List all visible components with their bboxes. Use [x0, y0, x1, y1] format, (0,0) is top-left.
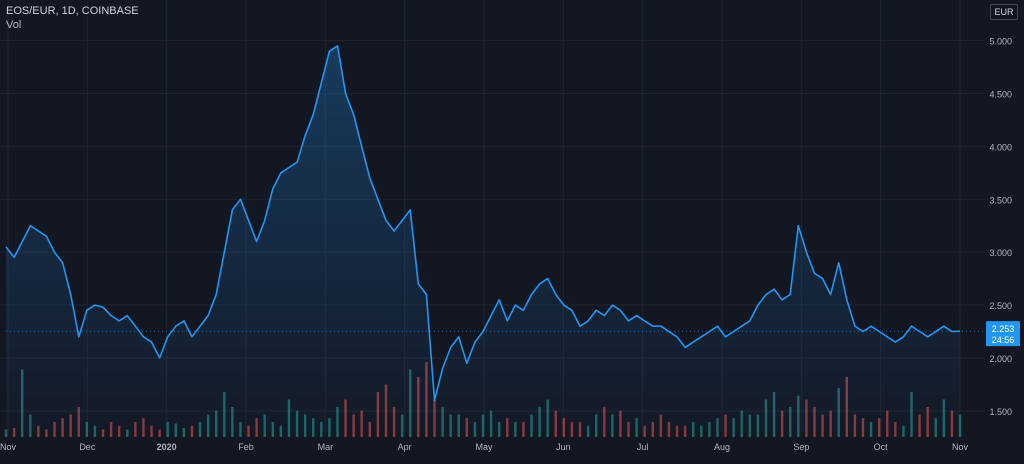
x-tick-label: Apr	[398, 442, 412, 452]
x-tick-label: Sep	[793, 442, 809, 452]
x-tick-label: 2020	[157, 442, 177, 452]
y-tick-label: 3.500	[989, 195, 1012, 205]
price-badge-value: 2.253	[992, 324, 1015, 334]
x-tick-label: May	[475, 442, 493, 452]
volume-label: Vol	[6, 19, 22, 31]
price-area	[6, 45, 960, 433]
y-tick-label: 1.500	[989, 407, 1012, 417]
volume-bar	[12, 428, 16, 437]
x-tick-label: Jul	[637, 442, 649, 452]
y-tick-label: 4.000	[989, 142, 1012, 152]
currency-button[interactable]: EUR	[990, 4, 1018, 20]
x-tick-label: Jun	[556, 442, 571, 452]
price-badge-countdown: 24:56	[992, 335, 1015, 345]
y-tick-label: 4.500	[989, 89, 1012, 99]
y-tick-label: 2.000	[989, 354, 1012, 364]
x-tick-label: Nov	[0, 442, 16, 452]
x-tick-label: Oct	[874, 442, 889, 452]
volume-bar	[45, 429, 48, 437]
x-tick-label: Aug	[714, 442, 730, 452]
volume-bar	[4, 429, 8, 437]
x-tick-label: Mar	[318, 442, 334, 452]
x-tick-label: Feb	[238, 442, 254, 452]
volume-bar	[126, 429, 129, 437]
x-tick-label: Nov	[952, 442, 969, 452]
volume-bar	[101, 429, 105, 437]
volume-bar	[182, 428, 186, 437]
symbol-title: EOS/EUR, 1D, COINBASE	[6, 5, 139, 17]
x-tick-label: Dec	[79, 442, 96, 452]
price-badge	[986, 321, 1020, 347]
y-tick-label: 5.000	[989, 37, 1012, 47]
y-tick-label: 2.500	[989, 301, 1012, 311]
volume-bar	[158, 429, 161, 437]
y-tick-label: 3.000	[989, 248, 1012, 258]
